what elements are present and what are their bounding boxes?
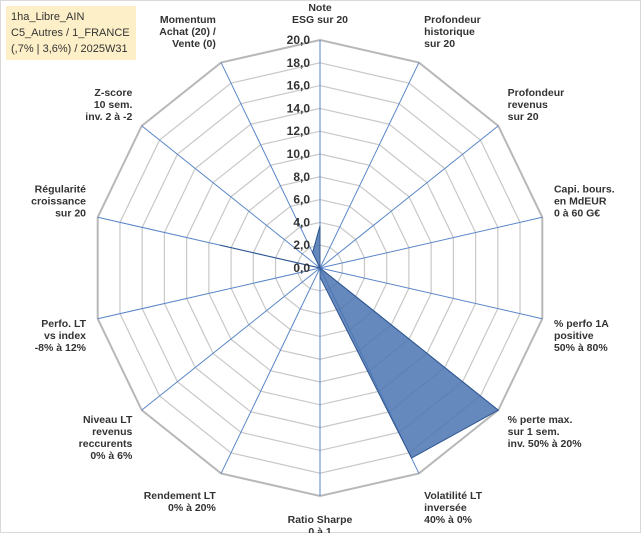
axis-label-line: 10 sem.: [94, 99, 133, 111]
axis-label-line: Régularité: [35, 183, 87, 195]
axis-label-line: Volatilité LT: [424, 490, 483, 502]
info-line-3: (,7% | 3,6%) / 2025W31: [11, 43, 128, 55]
axis-label-line: ESG sur 20: [292, 14, 348, 26]
axis-label: Note ESG sur 20: [292, 2, 348, 26]
axis-label-line: 40% à 0%: [424, 514, 473, 526]
axis-label-line: Niveau LT: [83, 414, 133, 426]
axis-label-line: sur 20: [508, 111, 539, 123]
axis-label-line: 0% à 6%: [90, 450, 133, 462]
axis-label-line: 50% à 80%: [554, 342, 608, 354]
axis-label: Régularité croissance sur 20: [31, 183, 86, 219]
tick-label: 4,0: [293, 215, 310, 229]
axis-spoke: [319, 216, 543, 269]
axis-label-line: inversée: [424, 502, 467, 514]
radar-tick-labels: 0,0 2,0 4,0 6,0 8,0 10,0 12,0 14,0 16,0 18,0 20,0: [287, 33, 311, 275]
axis-label-line: Perfo. LT: [41, 318, 86, 330]
axis-label-line: Ratio Sharpe: [288, 514, 353, 526]
axis-label-line: Momentum: [160, 14, 216, 26]
radar-axis-labels: Note ESG sur 20 Profondeur historique sur 20…: [31, 2, 615, 533]
axis-label-line: -8% à 12%: [35, 342, 87, 354]
tick-label: 14,0: [287, 101, 311, 115]
axis-spoke: [220, 267, 321, 474]
axis-label-line: Profondeur: [424, 14, 481, 26]
axis-label-line: positive: [554, 330, 594, 342]
axis-label: % perte max. sur 1 sem. inv. 50% à 20%: [508, 414, 583, 450]
tick-label: 8,0: [293, 170, 310, 184]
axis-label: Momentum Achat (20) / Vente (0): [159, 14, 216, 50]
axis-label-line: Z-score: [94, 87, 132, 99]
axis-label-line: Rendement LT: [144, 490, 217, 502]
axis-label: Perfo. LT vs index -8% à 12%: [35, 318, 87, 354]
axis-label-line: en MdEUR: [554, 195, 607, 207]
axis-spoke: [319, 62, 420, 269]
axis-label-line: revenus: [92, 426, 132, 438]
axis-label: Rendement LT 0% à 20%: [144, 490, 217, 514]
axis-label-line: Capi. bours.: [554, 183, 615, 195]
axis-label: Capi. bours. en MdEUR 0 à 60 G€: [554, 183, 615, 219]
axis-label: % perfo 1A positive 50% à 80%: [554, 318, 609, 354]
axis-label-line: % perte max.: [508, 414, 573, 426]
axis-label-line: 0 à 60 G€: [554, 207, 600, 219]
axis-label-line: Achat (20) /: [159, 26, 216, 38]
tick-label: 20,0: [287, 33, 311, 47]
axis-label-line: vs index: [44, 330, 86, 342]
tick-label: 2,0: [293, 238, 310, 252]
axis-label: Niveau LT revenus reccurents 0% à 6%: [79, 414, 133, 462]
tick-label: 0,0: [293, 261, 310, 275]
axis-label-line: Note: [308, 2, 331, 14]
axis-spoke: [141, 267, 321, 411]
tick-label: 6,0: [293, 193, 310, 207]
radar-series: [219, 225, 500, 459]
axis-label-line: historique: [424, 26, 475, 38]
axis-label: Z-score 10 sem. inv. 2 à -2: [85, 87, 132, 123]
info-box: 1ha_Libre_AIN C5_Autres / 1_FRANCE (,7% …: [6, 6, 136, 60]
axis-label-line: croissance: [31, 195, 86, 207]
axis-label-line: Vente (0): [172, 38, 216, 50]
axis-spoke: [141, 125, 321, 269]
axis-label-line: reccurents: [79, 438, 133, 450]
axis-label-line: inv. 2 à -2: [85, 111, 132, 123]
tick-label: 10,0: [287, 147, 311, 161]
axis-spoke: [319, 125, 499, 269]
axis-label-line: revenus: [508, 99, 548, 111]
tick-label: 16,0: [287, 79, 311, 93]
axis-label-line: 0% à 20%: [168, 502, 217, 514]
axis-label-line: 0 à 1: [308, 526, 332, 533]
axis-spoke: [319, 267, 543, 320]
axis-label-line: sur 20: [424, 38, 455, 50]
axis-spoke: [97, 267, 321, 320]
axis-label-line: sur 1 sem.: [508, 426, 560, 438]
info-line-1: 1ha_Libre_AIN: [11, 11, 85, 23]
tick-label: 12,0: [287, 124, 311, 138]
series-area: [219, 225, 500, 459]
axis-label: Volatilité LT inversée 40% à 0%: [424, 490, 483, 526]
axis-label: Ratio Sharpe 0 à 1: [288, 514, 353, 533]
axis-label-line: inv. 50% à 20%: [508, 438, 583, 450]
info-line-2: C5_Autres / 1_FRANCE: [11, 27, 130, 39]
tick-label: 18,0: [287, 56, 311, 70]
axis-label-line: Profondeur: [508, 87, 565, 99]
axis-spoke: [220, 62, 321, 269]
axis-label-line: sur 20: [55, 207, 86, 219]
axis-label-line: % perfo 1A: [554, 318, 609, 330]
axis-label: Profondeur revenus sur 20: [508, 87, 565, 123]
axis-label: Profondeur historique sur 20: [424, 14, 481, 50]
